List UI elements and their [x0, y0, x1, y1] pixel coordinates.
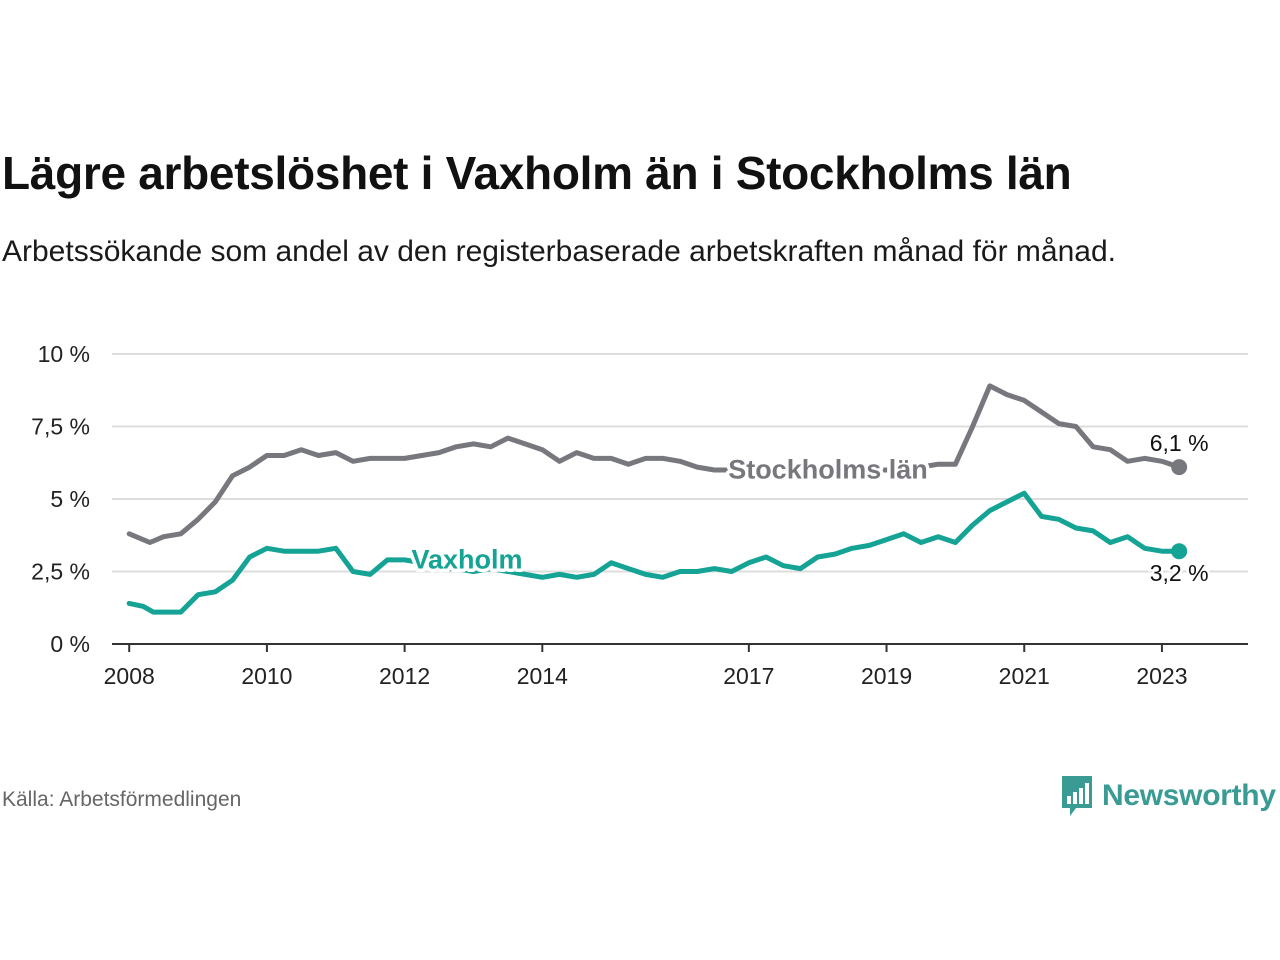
y-tick-label: 0 %: [50, 631, 90, 657]
y-axis-ticks: 0 % 2,5 % 5 % 7,5 % 10 %: [31, 341, 90, 657]
x-tick-label: 2014: [517, 663, 568, 689]
series-line-vaxholm: [126, 490, 1182, 615]
series-lines: [126, 383, 1188, 615]
bar-chart-logo-icon: [1062, 776, 1092, 816]
x-axis-ticks: 2008 2010 2012 2014 2017 2019 2021 2023: [104, 644, 1188, 689]
brand-logo: Newsworthy: [1060, 774, 1276, 818]
end-point-vaxholm: [1171, 543, 1188, 560]
x-tick-label: 2012: [379, 663, 430, 689]
end-value-label-vaxholm: 3,2 %: [1150, 560, 1209, 586]
y-tick-label: 2,5 %: [31, 559, 90, 585]
y-tick-label: 7,5 %: [31, 414, 90, 440]
line-chart: 0 % 2,5 % 5 % 7,5 % 10 % 2008 2010 2012 2014 201…: [31, 341, 1248, 689]
brand-name: Newsworthy: [1102, 779, 1276, 812]
y-tick-label: 10 %: [38, 341, 90, 367]
x-tick-label: 2021: [999, 663, 1050, 689]
x-tick-label: 2010: [241, 663, 292, 689]
y-tick-label: 5 %: [50, 486, 90, 512]
series-labels: Stockholms län 6,1 % Vaxholm 3,2 %: [408, 428, 1211, 589]
x-tick-label: 2023: [1136, 663, 1187, 689]
series-label-stockholms-l-n: Stockholms län: [728, 455, 928, 485]
series-line-stockholms-l-n: [126, 383, 1182, 545]
x-tick-label: 2008: [104, 663, 155, 689]
x-tick-label: 2019: [861, 663, 912, 689]
source-note: Källa: Arbetsförmedlingen: [2, 788, 242, 811]
chart-subtitle: Arbetssökande som andel av den registerb…: [2, 235, 1116, 268]
end-point-stockholms-l-n: [1171, 459, 1188, 476]
chart-title: Lägre arbetslöshet i Vaxholm än i Stockh…: [2, 147, 1072, 199]
series-label-vaxholm: Vaxholm: [411, 544, 522, 574]
x-tick-label: 2017: [723, 663, 774, 689]
end-value-label-stockholms-l-n: 6,1 %: [1150, 430, 1209, 456]
